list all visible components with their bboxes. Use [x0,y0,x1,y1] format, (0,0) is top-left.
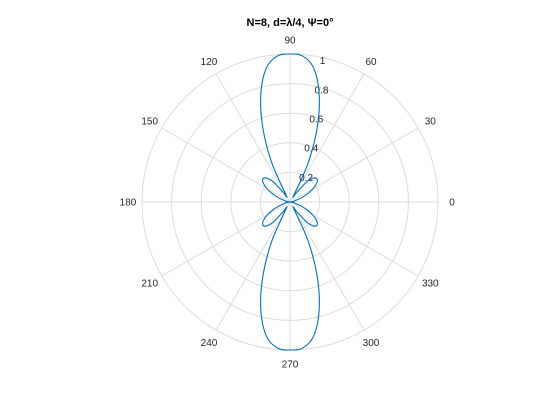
theta-tick-label-180: 180 [120,198,137,209]
grid-spoke-300 [289,201,365,331]
theta-tick-label-90: 90 [284,36,296,47]
grid-spoke-240 [215,201,291,331]
grid-spoke-330 [289,201,419,277]
theta-tick-label-150: 150 [141,117,158,128]
r-tick-label-0-2: 0.2 [299,173,313,184]
r-tick-label-0-6: 0.6 [309,115,323,126]
theta-tick-label-300: 300 [363,338,380,349]
r-tick-label-0-4: 0.4 [304,144,318,155]
grid-spoke-210 [161,201,291,277]
theta-tick-label-210: 210 [141,279,158,290]
series-line-0 [260,53,320,351]
tick-labels: 0 30 60 90 120 150 180 210 240 270 300 330 0.2 0.4 0.6… [120,36,456,371]
grid-spoke-30 [289,127,419,203]
theta-tick-label-60: 60 [365,57,377,68]
polar-grid [141,53,439,351]
grid-spoke-60 [289,73,365,203]
theta-tick-label-30: 30 [425,117,437,128]
radiation-pattern [260,53,320,351]
grid-spoke-150 [161,127,291,203]
r-tick-label-0-8: 0.8 [315,85,329,96]
grid-spoke-120 [215,73,291,203]
theta-tick-label-330: 330 [422,279,439,290]
theta-tick-label-270: 270 [282,360,299,371]
r-tick-label-1: 1 [320,56,326,67]
theta-tick-label-0: 0 [449,198,455,209]
theta-tick-label-240: 240 [201,338,218,349]
theta-tick-label-120: 120 [201,57,218,68]
chart-title: N=8, d=λ/4, Ψ=0° [247,17,334,29]
